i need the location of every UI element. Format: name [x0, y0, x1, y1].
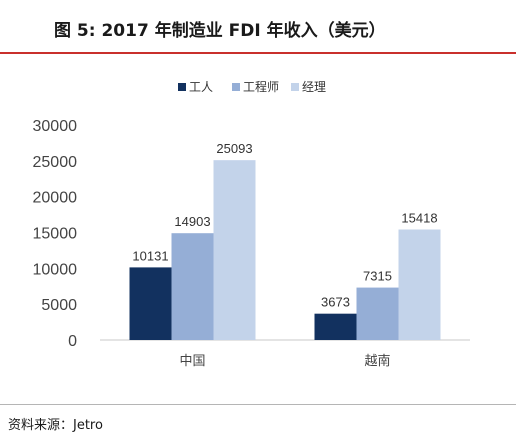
y-tick-label: 0	[68, 333, 77, 350]
x-tick-label: 越南	[364, 353, 390, 369]
legend-swatch	[178, 83, 186, 91]
source-divider	[0, 404, 516, 405]
legend-label: 经理	[302, 80, 326, 94]
bar	[314, 313, 357, 340]
data-label: 7315	[363, 269, 392, 284]
data-label: 14903	[174, 214, 210, 229]
chart-area: 0 5000 10000 15000 20000 25000 30000 10131 14903…	[0, 54, 516, 402]
title-divider	[0, 52, 516, 54]
y-tick-label: 25000	[33, 154, 78, 171]
data-label: 10131	[132, 248, 168, 263]
bar	[356, 287, 399, 340]
bar	[171, 233, 214, 340]
bar-chart: 0 5000 10000 15000 20000 25000 30000 10131 14903…	[33, 79, 470, 369]
data-label: 15418	[401, 211, 437, 226]
figure-title-bar: 图 5: 2017 年制造业 FDI 年收入（美元）	[0, 0, 516, 52]
bar	[129, 267, 172, 340]
legend-swatch	[232, 83, 240, 91]
bar	[213, 160, 256, 340]
bar	[398, 229, 441, 340]
source-note: 资料来源：Jetro	[8, 418, 103, 433]
legend-label: 工程师	[243, 79, 279, 94]
data-label: 25093	[216, 141, 252, 156]
x-tick-label: 中国	[179, 354, 205, 369]
legend-label: 工人	[189, 80, 213, 94]
y-tick-label: 5000	[41, 297, 77, 314]
y-tick-label: 10000	[33, 261, 78, 278]
y-tick-label: 15000	[33, 226, 78, 243]
data-label: 3673	[321, 295, 350, 310]
figure-title: 图 5: 2017 年制造业 FDI 年收入（美元）	[54, 21, 386, 41]
y-tick-label: 30000	[33, 118, 78, 135]
y-tick-label: 20000	[33, 190, 78, 207]
legend-swatch	[291, 83, 299, 91]
